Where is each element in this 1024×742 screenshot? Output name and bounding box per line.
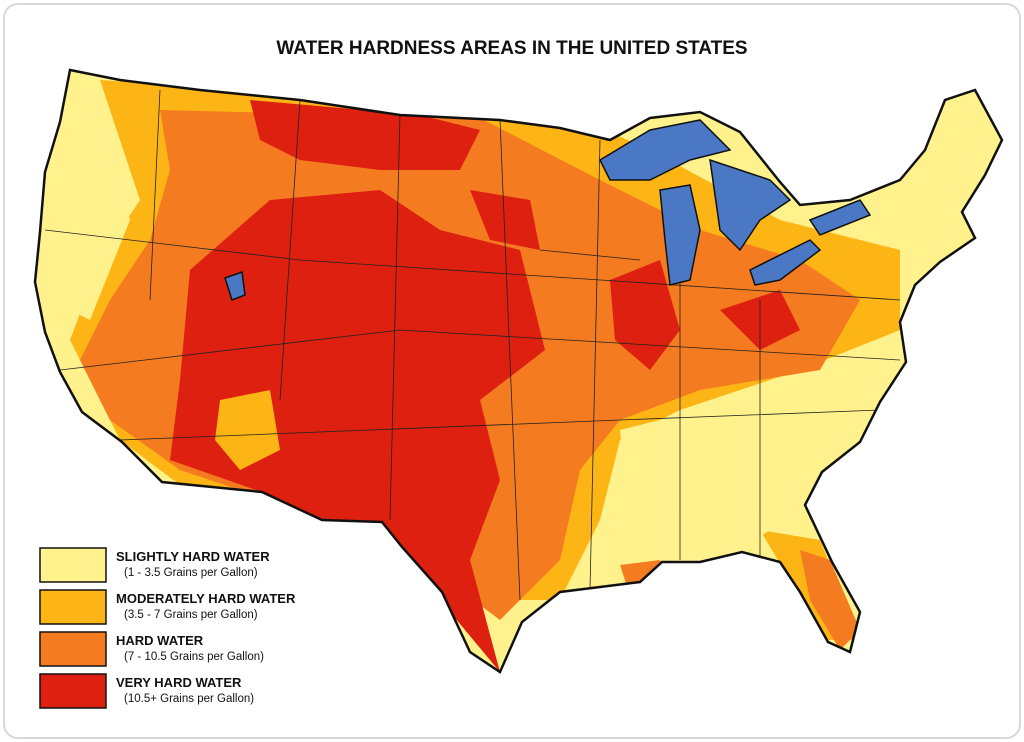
zone-very-hard: [170, 190, 545, 672]
legend-label: HARD WATER: [116, 633, 204, 648]
legend-label: SLIGHTLY HARD WATER: [116, 549, 270, 564]
legend-range: (10.5+ Grains per Gallon): [124, 693, 254, 705]
zone-very-hard: [470, 190, 540, 250]
legend-swatch: [39, 547, 107, 583]
legend-range: (7 - 10.5 Grains per Gallon): [124, 651, 264, 663]
great-lakes: [224, 119, 872, 301]
legend-swatch: [39, 589, 107, 625]
legend-swatch: [39, 631, 107, 667]
zone-moderately-hard: [215, 390, 280, 470]
zone-hard: [800, 550, 860, 650]
legend-label: MODERATELY HARD WATER: [116, 591, 296, 606]
zone-very-hard: [250, 100, 480, 170]
legend-range: (1 - 3.5 Grains per Gallon): [124, 567, 258, 579]
zone-slightly-hard: [620, 400, 880, 560]
legend-label: VERY HARD WATER: [116, 675, 242, 690]
legend: SLIGHTLY HARD WATER (1 - 3.5 Grains per G…: [39, 547, 296, 709]
zone-very-hard: [610, 260, 680, 370]
map-title: WATER HARDNESS AREAS IN THE UNITED STATE…: [276, 38, 747, 59]
legend-range: (3.5 - 7 Grains per Gallon): [124, 609, 258, 621]
state-lines: [44, 89, 901, 601]
legend-swatch: [39, 673, 107, 709]
